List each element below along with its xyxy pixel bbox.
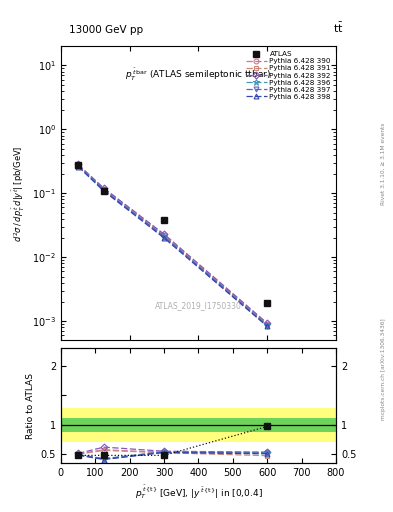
Pythia 6.428 390 — [265, 321, 270, 327]
Pythia 6.428 392 — [162, 231, 167, 237]
Legend: ATLAS, Pythia 6.428 390, Pythia 6.428 391, Pythia 6.428 392, Pythia 6.428 396, P: ATLAS, Pythia 6.428 390, Pythia 6.428 39… — [245, 50, 332, 101]
Text: Rivet 3.1.10, ≥ 3.1M events: Rivet 3.1.10, ≥ 3.1M events — [381, 123, 386, 205]
Pythia 6.428 390 — [101, 186, 106, 192]
Pythia 6.428 396 — [101, 187, 106, 193]
Pythia 6.428 390 — [76, 162, 81, 168]
Text: $p_T^{\,\bar{t}\,\mathrm{bar}}$ (ATLAS semileptonic t$\bar{\mathrm{t}}$bar): $p_T^{\,\bar{t}\,\mathrm{bar}}$ (ATLAS s… — [125, 67, 272, 83]
Pythia 6.428 390 — [162, 232, 167, 239]
ATLAS — [162, 217, 167, 223]
Pythia 6.428 392 — [101, 185, 106, 191]
Line: Pythia 6.428 397: Pythia 6.428 397 — [76, 163, 270, 328]
ATLAS — [76, 162, 81, 168]
Pythia 6.428 396 — [265, 323, 270, 329]
ATLAS — [265, 300, 270, 306]
Pythia 6.428 397 — [162, 233, 167, 240]
Pythia 6.428 398 — [101, 188, 106, 194]
Pythia 6.428 398 — [162, 235, 167, 241]
Line: Pythia 6.428 391: Pythia 6.428 391 — [76, 163, 270, 327]
Pythia 6.428 391 — [162, 232, 167, 239]
Pythia 6.428 392 — [265, 320, 270, 326]
Pythia 6.428 392 — [76, 161, 81, 167]
Line: Pythia 6.428 396: Pythia 6.428 396 — [75, 163, 270, 329]
Pythia 6.428 391 — [76, 162, 81, 168]
Pythia 6.428 397 — [76, 163, 81, 169]
Pythia 6.428 396 — [162, 233, 167, 240]
Pythia 6.428 391 — [101, 186, 106, 192]
Pythia 6.428 398 — [265, 323, 270, 329]
Line: ATLAS: ATLAS — [75, 162, 271, 306]
Line: Pythia 6.428 392: Pythia 6.428 392 — [76, 162, 270, 326]
Pythia 6.428 397 — [265, 323, 270, 329]
Text: $\mathrm{t\bar{t}}$: $\mathrm{t\bar{t}}$ — [333, 20, 344, 35]
Text: 13000 GeV pp: 13000 GeV pp — [69, 25, 143, 35]
Line: Pythia 6.428 390: Pythia 6.428 390 — [76, 163, 270, 327]
Pythia 6.428 398 — [76, 163, 81, 169]
Text: mcplots.cern.ch [arXiv:1306.3436]: mcplots.cern.ch [arXiv:1306.3436] — [381, 318, 386, 419]
Bar — [61, 409, 336, 441]
Bar — [61, 418, 336, 432]
Y-axis label: Ratio to ATLAS: Ratio to ATLAS — [26, 373, 35, 439]
X-axis label: $p_{T}^{\,\bar{t}\,\mathrm{\{t\}}}$ [GeV], $|y^{\,\bar{t}\,\mathrm{\{t\}}}|$ in : $p_{T}^{\,\bar{t}\,\mathrm{\{t\}}}$ [GeV… — [134, 484, 263, 501]
Pythia 6.428 396 — [76, 163, 81, 169]
ATLAS — [101, 188, 106, 195]
Pythia 6.428 397 — [101, 187, 106, 194]
Pythia 6.428 391 — [265, 322, 270, 328]
Line: Pythia 6.428 398: Pythia 6.428 398 — [76, 164, 270, 329]
Text: ATLAS_2019_I1750330: ATLAS_2019_I1750330 — [155, 301, 242, 310]
Y-axis label: $d^2\sigma\,/\,dp^{\,\bar{t}}_{T}\,d|y^{\bar{t}}|\;\mathrm{[pb/GeV]}$: $d^2\sigma\,/\,dp^{\,\bar{t}}_{T}\,d|y^{… — [10, 145, 26, 242]
